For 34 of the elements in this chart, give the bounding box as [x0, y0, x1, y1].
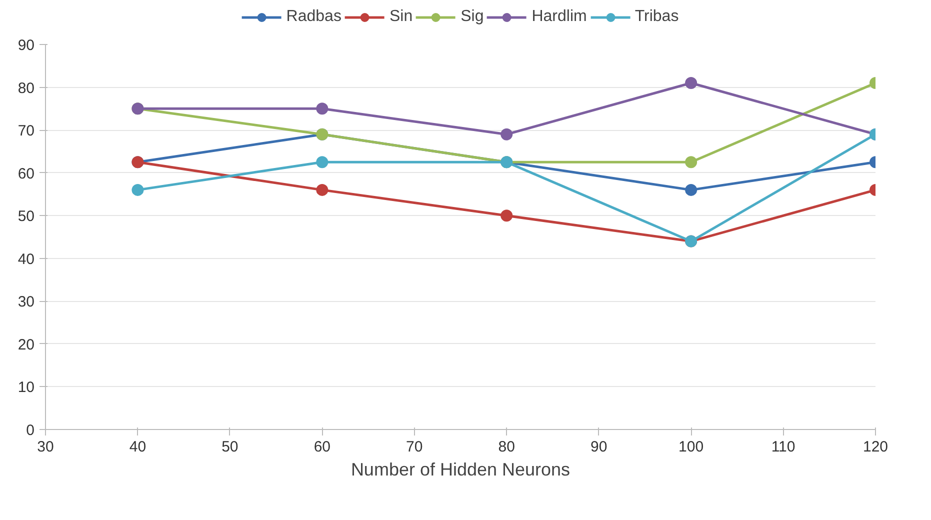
x-tick-label: 30 — [37, 438, 54, 456]
y-tick-label: 0 — [26, 422, 34, 439]
x-tick-label: 80 — [498, 438, 515, 456]
legend-label: Sin — [389, 8, 413, 26]
y-tick-label: 40 — [18, 250, 35, 268]
x-tick-label: 40 — [129, 438, 146, 456]
y-tick-label: 80 — [18, 80, 35, 97]
point — [316, 102, 328, 115]
legend-label: Tribas — [634, 8, 679, 26]
point — [685, 156, 698, 168]
x-tick-label: 90 — [590, 438, 608, 456]
x-tick-label: 120 — [862, 438, 888, 456]
y-tick-label: 90 — [18, 37, 35, 54]
y-tick-label: 20 — [18, 336, 35, 354]
point — [132, 184, 144, 196]
x-tick-label: 50 — [222, 438, 238, 456]
y-tick-label: 50 — [18, 208, 35, 226]
y-tick-label: 60 — [18, 165, 35, 182]
y-tick-label: 30 — [18, 294, 35, 311]
point — [500, 210, 513, 222]
x-axis-title: Number of Hidden Neurons — [350, 460, 570, 480]
x-tick-label: 100 — [678, 438, 704, 456]
point — [500, 128, 513, 140]
y-tick-label: 10 — [18, 379, 35, 396]
legend-label: Sig — [460, 8, 484, 26]
point — [685, 77, 698, 89]
x-tick-label: 110 — [771, 438, 796, 456]
legend-label: Hardlim — [532, 8, 587, 26]
point — [316, 184, 328, 196]
x-tick-label: 60 — [314, 438, 331, 456]
x-tick-label: 70 — [406, 438, 423, 456]
point — [316, 156, 328, 168]
y-tick-label: 70 — [18, 122, 35, 140]
legend-label: Radbas — [286, 8, 342, 26]
